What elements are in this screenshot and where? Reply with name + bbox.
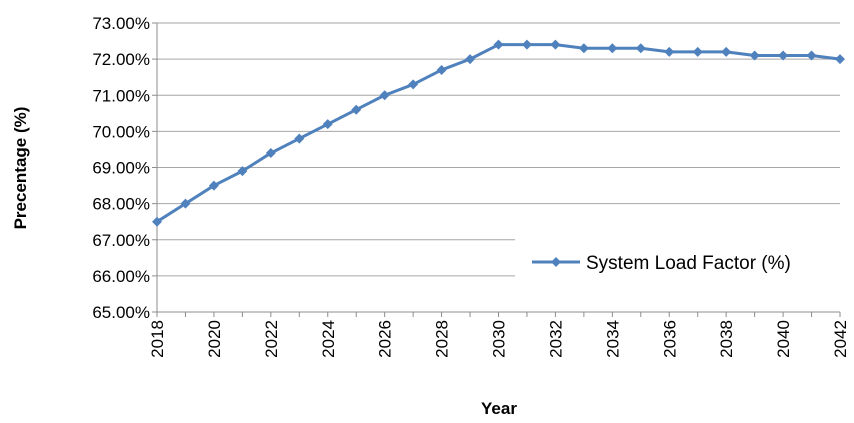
x-tick-label: 2038: [717, 320, 736, 358]
x-tick-label: 2042: [831, 320, 850, 358]
y-tick-label: 69.00%: [92, 159, 150, 178]
data-point: [237, 166, 248, 177]
data-point: [806, 50, 817, 61]
data-point: [664, 46, 675, 57]
y-tick-label: 70.00%: [92, 122, 150, 141]
series-line: [156, 43, 841, 223]
x-axis-title: Year: [481, 399, 517, 418]
data-point: [180, 198, 191, 209]
y-axis-title: Precentage (%): [11, 107, 30, 230]
data-point: [692, 46, 703, 57]
x-tick-label: 2030: [490, 320, 509, 358]
data-point: [208, 180, 219, 191]
data-point: [408, 79, 419, 90]
x-tick-label: 2028: [433, 320, 452, 358]
data-point: [152, 216, 162, 227]
x-tick-label: 2036: [660, 320, 679, 358]
x-tick-label: 2018: [148, 320, 167, 358]
y-tick-label: 65.00%: [92, 303, 150, 322]
data-point: [835, 54, 845, 65]
x-tick-labels: 2018 2020 2022 2024 2026 2028 2030 2032 2034 2036…: [148, 320, 850, 358]
data-point: [550, 39, 561, 50]
x-tick-label: 2034: [603, 320, 622, 358]
x-tick-label: 2022: [262, 320, 281, 358]
data-point: [607, 43, 618, 54]
x-tick-label: 2024: [319, 320, 338, 358]
data-point: [465, 54, 476, 65]
legend: System Load Factor (%): [515, 237, 845, 289]
y-tick-label: 68.00%: [92, 195, 150, 214]
x-tick-label: 2020: [205, 320, 224, 358]
legend-diamond-marker: [551, 257, 561, 267]
y-tick-label: 72.00%: [92, 50, 150, 69]
gridlines: [157, 22, 840, 277]
y-tick-label: 67.00%: [92, 231, 150, 250]
x-tick-label: 2032: [546, 320, 565, 358]
y-tick-label: 71.00%: [92, 86, 150, 105]
data-point: [294, 133, 305, 144]
data-point: [521, 39, 532, 50]
data-point: [379, 90, 390, 101]
data-point: [351, 104, 362, 115]
y-tick-label: 66.00%: [92, 267, 150, 286]
x-tick-label: 2040: [774, 320, 793, 358]
data-point: [493, 39, 504, 50]
data-point: [635, 43, 646, 54]
data-point: [578, 43, 589, 54]
x-tick-label: 2026: [376, 320, 395, 358]
data-point: [778, 50, 789, 61]
data-point: [322, 119, 333, 130]
legend-series-label: System Load Factor (%): [586, 253, 791, 274]
y-tick-labels: 65.00% 66.00% 67.00% 68.00% 69.00% 70.00% 71.0…: [92, 14, 150, 322]
series-area: [152, 39, 845, 227]
data-point: [749, 50, 760, 61]
axes: [152, 22, 841, 317]
y-tick-label: 73.00%: [92, 14, 150, 33]
data-point: [721, 46, 732, 57]
data-point: [265, 148, 276, 159]
data-point: [436, 64, 447, 75]
